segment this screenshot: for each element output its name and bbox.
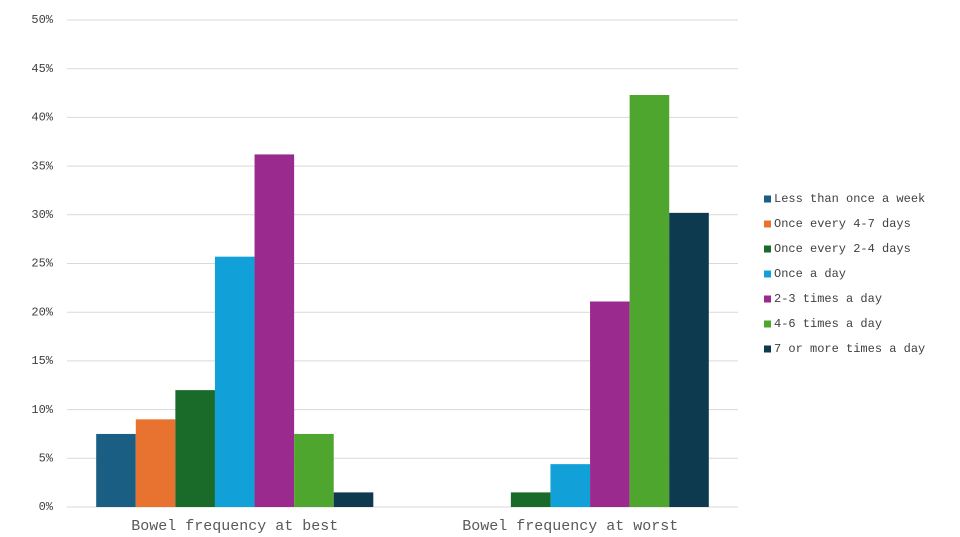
legend-swatch [764, 245, 771, 253]
legend-swatch [764, 345, 771, 353]
bar [135, 419, 176, 507]
bar [510, 492, 551, 507]
legend-label: Less than once a week [774, 192, 925, 206]
legend-swatch [764, 295, 771, 303]
legend-label: Once every 2-4 days [774, 242, 911, 256]
y-tick-label: 40% [31, 111, 53, 125]
x-tick-label: Bowel frequency at worst [462, 518, 678, 535]
y-tick-label: 5% [39, 451, 54, 465]
legend-label: Once a day [774, 267, 846, 281]
bar [590, 301, 630, 507]
legend-label: 7 or more times a day [774, 342, 925, 356]
y-tick-label: 50% [31, 13, 53, 27]
bar [669, 212, 709, 508]
bar [333, 492, 374, 507]
y-tick-label: 15% [31, 354, 53, 368]
y-tick-label: 0% [39, 500, 54, 514]
bar [96, 433, 136, 507]
bar [294, 433, 334, 507]
legend-swatch [764, 320, 771, 328]
bar [254, 154, 295, 508]
legend-label: 2-3 times a day [774, 292, 882, 306]
y-tick-label: 30% [31, 208, 53, 222]
bar [175, 390, 215, 507]
y-tick-label: 35% [31, 159, 53, 173]
bar [629, 94, 670, 508]
legend-label: Once every 4-7 days [774, 217, 911, 231]
legend-swatch [764, 270, 771, 278]
y-tick-label: 45% [31, 62, 53, 76]
legend-label: 4-6 times a day [774, 317, 882, 331]
y-tick-label: 10% [31, 403, 53, 417]
bar [550, 464, 591, 507]
y-tick-label: 20% [31, 305, 53, 319]
x-tick-label: Bowel frequency at best [131, 518, 338, 535]
legend-swatch [764, 195, 771, 203]
bar [214, 256, 255, 507]
y-tick-label: 25% [31, 257, 53, 271]
legend-swatch [764, 220, 771, 228]
